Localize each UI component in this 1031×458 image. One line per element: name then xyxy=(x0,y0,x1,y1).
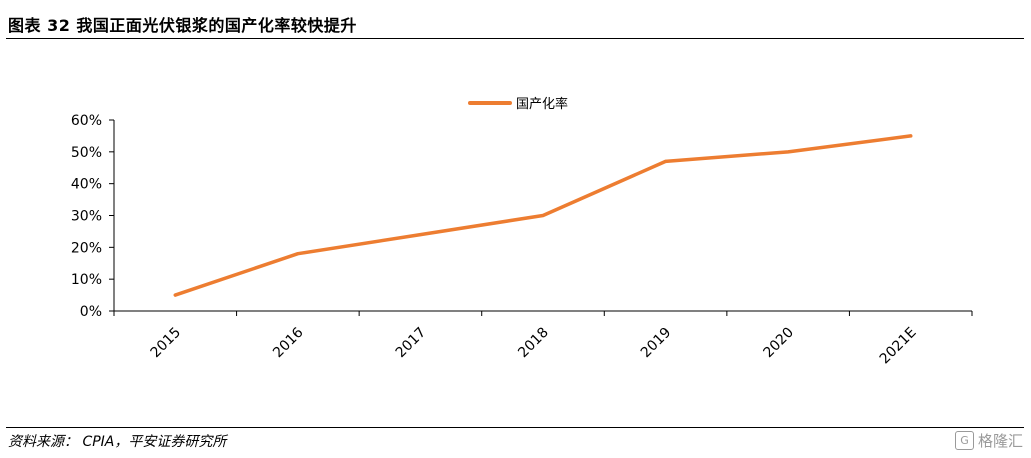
y-tick-label: 50% xyxy=(71,145,102,161)
watermark-text: 格隆汇 xyxy=(977,432,1023,450)
data-point xyxy=(664,159,668,163)
source-note: 资料来源： CPIA，平安证券研究所 xyxy=(8,434,227,450)
figure-title: 图表 32 我国正面光伏银浆的国产化率较快提升 xyxy=(8,16,357,35)
y-tick-label: 20% xyxy=(71,240,102,256)
x-tick-label: 2015 xyxy=(148,325,185,362)
figure-header: 图表 32 我国正面光伏银浆的国产化率较快提升 xyxy=(6,12,1026,40)
y-axis: 0% 10% 20% 30% 40% 50% 60% xyxy=(71,113,115,320)
x-tick-label: 2019 xyxy=(638,325,675,362)
watermark-logo-icon: G xyxy=(954,431,974,450)
data-point xyxy=(909,134,913,138)
y-tick-label: 30% xyxy=(71,209,102,225)
x-tick-label: 2020 xyxy=(760,325,797,362)
x-tick-label: 2017 xyxy=(393,325,430,362)
y-tick-label: 60% xyxy=(71,113,102,129)
data-point xyxy=(541,214,545,217)
y-tick-label: 0% xyxy=(80,304,102,320)
x-tick-label: 2016 xyxy=(270,324,307,361)
x-tick-label: 2021E xyxy=(877,325,920,368)
watermark: G 格隆汇 xyxy=(954,430,1023,451)
bottom-rule xyxy=(6,427,1024,428)
x-axis: 2015 2016 2017 2018 2019 2020 2021E xyxy=(113,310,973,368)
data-point xyxy=(173,293,177,297)
y-tick-label: 10% xyxy=(71,272,102,288)
y-tick-label: 40% xyxy=(71,177,102,193)
data-point xyxy=(786,150,790,154)
x-tick-label: 2018 xyxy=(515,325,552,362)
top-rule xyxy=(6,38,1024,39)
legend: 国产化率 xyxy=(468,96,568,112)
data-point xyxy=(296,252,300,256)
legend-label: 国产化率 xyxy=(516,96,568,112)
series-layer xyxy=(173,134,913,297)
data-point xyxy=(418,233,422,237)
